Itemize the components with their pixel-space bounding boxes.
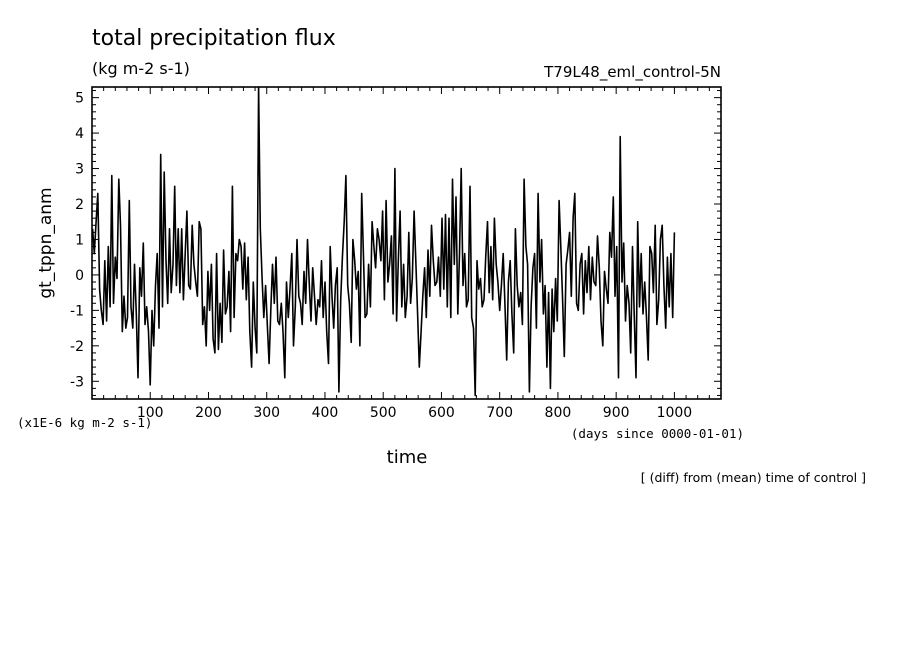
x-tick-label: 800 [545, 405, 572, 421]
y-tick-label: 3 [75, 162, 84, 178]
x-tick-label: 900 [603, 405, 630, 421]
y-tick-label: -3 [70, 374, 84, 390]
axis-ticks [92, 87, 721, 399]
x-tick-label: 600 [428, 405, 455, 421]
footnote: [ (diff) from (mean) time of control ] [641, 470, 866, 485]
x-tick-labels: 100 200 300 400 500 600 700 800 900 1000 [137, 405, 692, 421]
x-tick-label: 400 [312, 405, 339, 421]
y-tick-label: 4 [75, 126, 84, 142]
x-tick-label: 700 [486, 405, 513, 421]
x-tick-label: 200 [195, 405, 222, 421]
y-tick-label: -2 [70, 339, 84, 355]
y-tick-label: 5 [75, 91, 84, 107]
y-scale-note: (x1E-6 kg m-2 s-1) [17, 415, 152, 430]
y-tick-labels: -3 -2 -1 0 1 2 3 4 5 [70, 91, 84, 391]
y-tick-label: 2 [75, 197, 84, 213]
y-tick-label: 0 [75, 268, 84, 284]
case-label: T79L48_eml_control-5N [543, 63, 721, 82]
y-tick-label: 1 [75, 232, 84, 248]
y-axis-label: gt_tppn_anm [36, 187, 56, 298]
x-tick-label: 100 [137, 405, 164, 421]
series-line [91, 86, 676, 397]
x-tick-label: 1000 [657, 405, 693, 421]
x-units-note: (days since 0000-01-01) [571, 426, 744, 441]
y-tick-label: -1 [70, 303, 84, 319]
units-label: (kg m-2 s-1) [92, 59, 190, 78]
chart-title: total precipitation flux [92, 26, 336, 51]
x-axis-label: time [387, 447, 428, 468]
x-tick-label: 300 [253, 405, 280, 421]
x-tick-label: 500 [370, 405, 397, 421]
